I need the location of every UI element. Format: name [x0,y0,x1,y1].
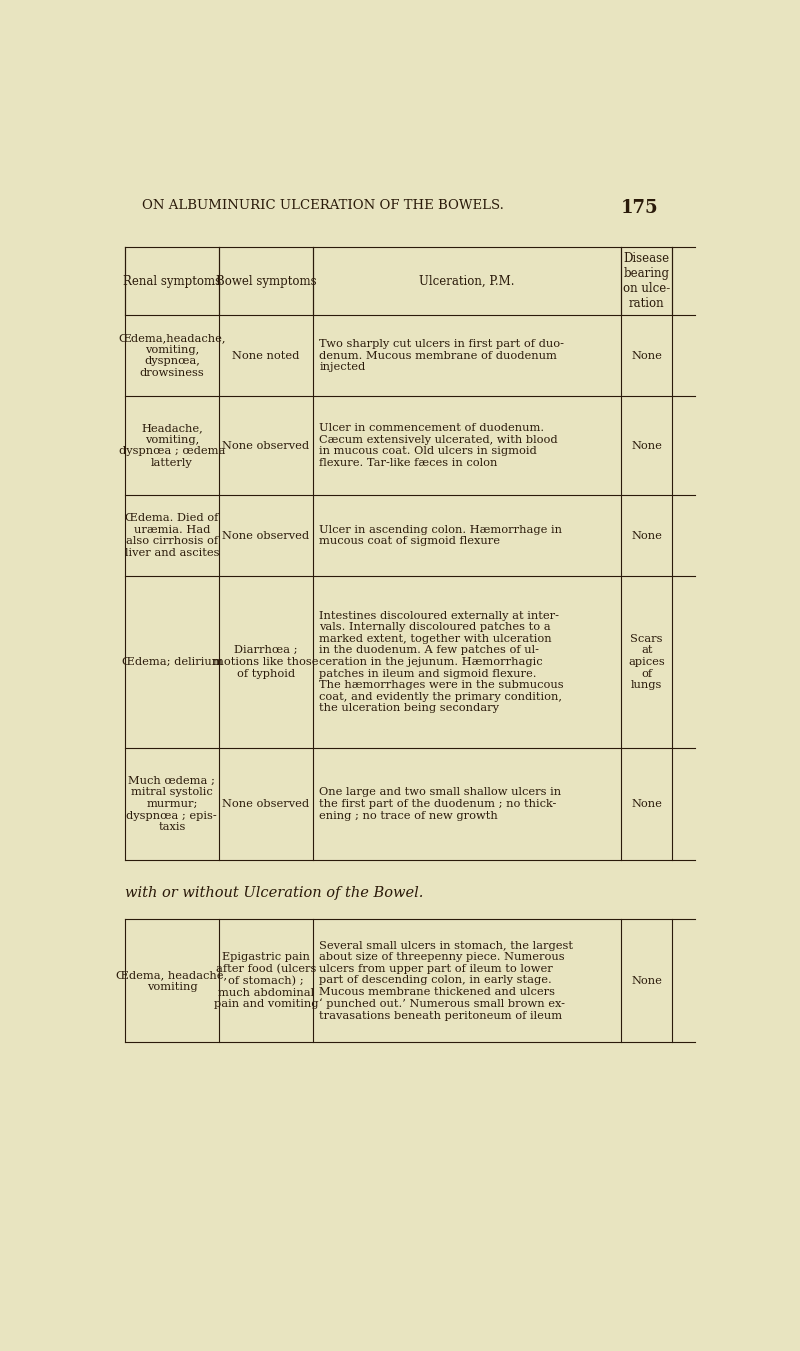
Text: Œdema. Died of
uræmia. Had
also cirrhosis of
liver and ascites: Œdema. Died of uræmia. Had also cirrhosi… [125,513,219,558]
Text: Œdema,headache,
vomiting,
dyspnœa,
drowsiness: Œdema,headache, vomiting, dyspnœa, drows… [118,334,226,378]
Text: Œdema, headache,
vomiting: Œdema, headache, vomiting [116,970,227,992]
Text: Disease
bearing
on ulce-
ration: Disease bearing on ulce- ration [623,253,670,311]
Text: One large and two small shallow ulcers in
the first part of the duodenum ; no th: One large and two small shallow ulcers i… [319,788,562,820]
Text: None: None [631,440,662,451]
Text: Diarrhœa ;
motions like those
of typhoid: Diarrhœa ; motions like those of typhoid [214,646,318,678]
Text: None: None [631,798,662,809]
Text: Bowel symptoms: Bowel symptoms [216,274,316,288]
Text: with or without Ulceration of the Bowel.: with or without Ulceration of the Bowel. [125,886,423,900]
Text: Œdema; delirium: Œdema; delirium [122,657,222,667]
Text: None noted: None noted [232,351,300,361]
Text: None observed: None observed [222,440,310,451]
Text: None observed: None observed [222,798,310,809]
Text: Ulceration, P.M.: Ulceration, P.M. [419,274,514,288]
Text: None: None [631,351,662,361]
Text: Ulcer in ascending colon. Hæmorrhage in
mucous coat of sigmoid flexure: Ulcer in ascending colon. Hæmorrhage in … [319,524,562,546]
Text: Much œdema ;
mitral systolic
murmur;
dyspnœa ; epis-
taxis: Much œdema ; mitral systolic murmur; dys… [126,775,218,832]
Text: Ulcer in commencement of duodenum.
Cæcum extensively ulcerated, with blood
in mu: Ulcer in commencement of duodenum. Cæcum… [319,423,558,467]
Text: None: None [631,531,662,540]
Text: Scars
at
apices
of
lungs: Scars at apices of lungs [628,634,665,690]
Text: Renal symptoms: Renal symptoms [122,274,221,288]
Text: Several small ulcers in stomach, the largest
about size of threepenny piece. Num: Several small ulcers in stomach, the lar… [319,940,574,1021]
Text: ON ALBUMINURIC ULCERATION OF THE BOWELS.: ON ALBUMINURIC ULCERATION OF THE BOWELS. [142,199,504,212]
Text: None observed: None observed [222,531,310,540]
Text: 175: 175 [621,199,658,216]
Text: Epigastric pain
after food (ulcers
of stomach) ;
much abdominal
pain and vomitin: Epigastric pain after food (ulcers of st… [214,952,318,1009]
Text: Intestines discoloured externally at inter-
vals. Internally discoloured patches: Intestines discoloured externally at int… [319,611,564,713]
Text: Headache,
vomiting,
dyspnœa ; œdema
latterly: Headache, vomiting, dyspnœa ; œdema latt… [118,423,225,467]
Text: Two sharply cut ulcers in first part of duo-
denum. Mucous membrane of duodenum
: Two sharply cut ulcers in first part of … [319,339,564,373]
Text: None: None [631,975,662,986]
